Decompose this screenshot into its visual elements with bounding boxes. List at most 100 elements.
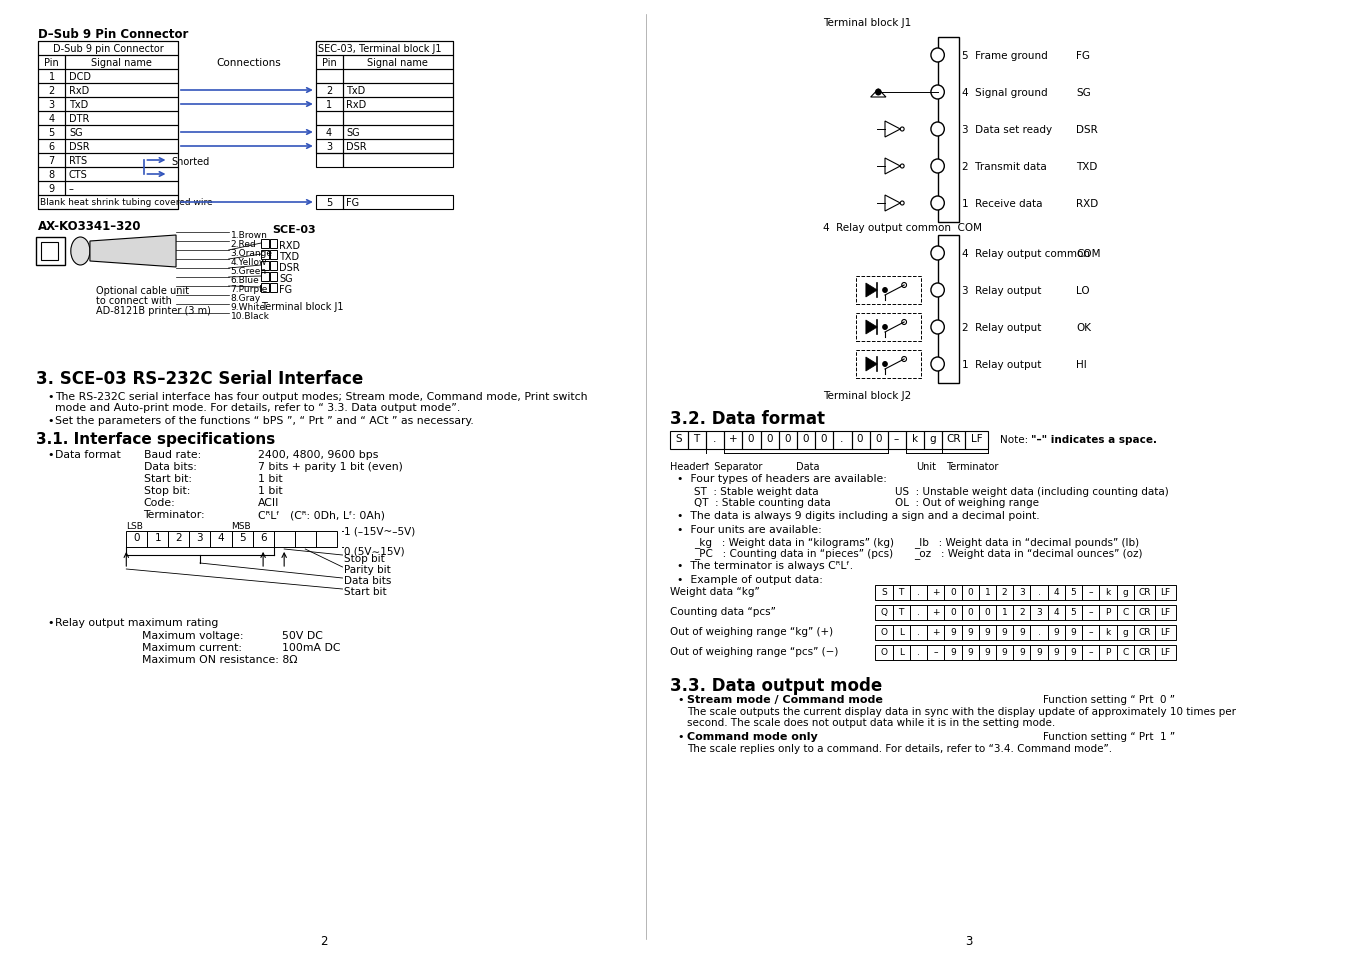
Text: T: T [693, 434, 700, 443]
Text: Terminator: Terminator [946, 461, 998, 472]
Text: Pin: Pin [45, 58, 59, 68]
Text: DSR: DSR [1077, 125, 1098, 135]
Text: Stop bit:: Stop bit: [143, 485, 190, 496]
Text: 1 bit: 1 bit [258, 474, 282, 483]
Bar [38, 56, 65, 70]
Text: 1: 1 [49, 71, 55, 82]
Circle shape [882, 325, 888, 331]
Text: Data format: Data format [55, 450, 122, 459]
Text: RTS: RTS [69, 156, 86, 166]
Text: TxD: TxD [69, 100, 88, 110]
Text: SG: SG [69, 128, 82, 138]
Bar [316, 153, 343, 168]
Text: CTS: CTS [69, 170, 88, 180]
Bar [270, 273, 277, 282]
Bar [38, 140, 65, 153]
Text: 1 (–15V~–5V): 1 (–15V~–5V) [345, 526, 416, 537]
Bar [893, 605, 909, 620]
Text: 1: 1 [154, 533, 161, 542]
Bar [978, 585, 996, 600]
Bar [1100, 645, 1116, 660]
Text: LF: LF [1161, 647, 1170, 657]
Bar [343, 56, 453, 70]
Text: Pin: Pin [322, 58, 336, 68]
Text: 3  Relay output: 3 Relay output [962, 286, 1040, 295]
Bar [944, 605, 962, 620]
Bar [1116, 645, 1133, 660]
Bar [978, 605, 996, 620]
Text: L: L [898, 647, 904, 657]
Text: Start bit:: Start bit: [143, 474, 192, 483]
Text: DCD: DCD [69, 71, 91, 82]
Circle shape [931, 49, 944, 63]
Bar [261, 284, 269, 293]
Text: LF: LF [1161, 607, 1170, 617]
Bar [38, 168, 65, 182]
Bar [65, 126, 178, 140]
Text: D–Sub 9 Pin Connector: D–Sub 9 Pin Connector [38, 28, 189, 41]
Text: 5: 5 [1070, 587, 1077, 597]
Bar [261, 262, 269, 271]
Text: 9: 9 [1001, 647, 1008, 657]
Bar [996, 585, 1013, 600]
Bar [189, 532, 211, 547]
Text: Function setting “ Prt  1 ”: Function setting “ Prt 1 ” [1043, 731, 1175, 741]
Text: Maximum ON resistance: 8Ω: Maximum ON resistance: 8Ω [142, 655, 297, 664]
Bar [316, 140, 343, 153]
Bar [169, 532, 189, 547]
Bar [270, 240, 277, 249]
Text: SCE-03: SCE-03 [273, 225, 316, 234]
Text: ↑ Separator: ↑ Separator [704, 461, 762, 472]
Circle shape [931, 160, 944, 173]
Text: 6.Blue: 6.Blue [231, 275, 259, 285]
Bar [1116, 625, 1133, 640]
Text: _oz   : Weight data in “decimal ounces” (oz): _oz : Weight data in “decimal ounces” (o… [913, 547, 1142, 558]
Text: Function setting “ Prt  0 ”: Function setting “ Prt 0 ” [1043, 695, 1175, 704]
Text: •: • [677, 731, 684, 741]
Text: TXD: TXD [1077, 162, 1098, 172]
Bar [778, 432, 797, 450]
Bar [1013, 625, 1031, 640]
Text: 1: 1 [985, 587, 990, 597]
Text: 4: 4 [326, 128, 332, 138]
Bar [893, 585, 909, 600]
Text: 4: 4 [49, 113, 55, 124]
Text: QT  : Stable counting data: QT : Stable counting data [693, 497, 831, 507]
Text: 2.Red: 2.Red [231, 240, 257, 249]
Text: T: T [898, 587, 904, 597]
Text: +: + [932, 607, 939, 617]
Circle shape [882, 288, 888, 294]
Circle shape [875, 90, 882, 96]
Text: 5  Frame ground: 5 Frame ground [962, 51, 1047, 61]
Bar [65, 56, 178, 70]
Text: 0: 0 [802, 434, 809, 443]
Bar [1031, 625, 1047, 640]
Text: 0: 0 [857, 434, 863, 443]
Bar [126, 532, 147, 547]
Text: Terminal block J1: Terminal block J1 [261, 302, 343, 312]
Text: Relay output maximum rating: Relay output maximum rating [55, 618, 219, 627]
Text: •  The data is always 9 digits including a sign and a decimal point.: • The data is always 9 digits including … [677, 511, 1040, 520]
Bar [65, 182, 178, 195]
Text: Data bits: Data bits [345, 576, 392, 585]
Text: Counting data “pcs”: Counting data “pcs” [670, 606, 775, 617]
Text: Terminal block J1: Terminal block J1 [823, 18, 911, 28]
Text: 4  Signal ground: 4 Signal ground [962, 88, 1047, 98]
Text: –: – [934, 647, 938, 657]
Text: 4: 4 [1054, 587, 1059, 597]
Bar [38, 98, 65, 112]
Bar [944, 645, 962, 660]
Text: .: . [917, 647, 920, 657]
Text: CR: CR [947, 434, 961, 443]
Text: The scale outputs the current display data in sync with the display update of ap: The scale outputs the current display da… [686, 706, 1236, 717]
Bar [1065, 585, 1082, 600]
Text: Terminator:: Terminator: [143, 510, 205, 519]
Text: •  Four units are available:: • Four units are available: [677, 524, 823, 535]
Text: 9: 9 [1001, 627, 1008, 637]
Bar [211, 532, 231, 547]
Text: •: • [47, 450, 54, 459]
Bar [927, 625, 944, 640]
Bar [870, 432, 888, 450]
Bar [743, 432, 761, 450]
Text: Data: Data [796, 461, 820, 472]
